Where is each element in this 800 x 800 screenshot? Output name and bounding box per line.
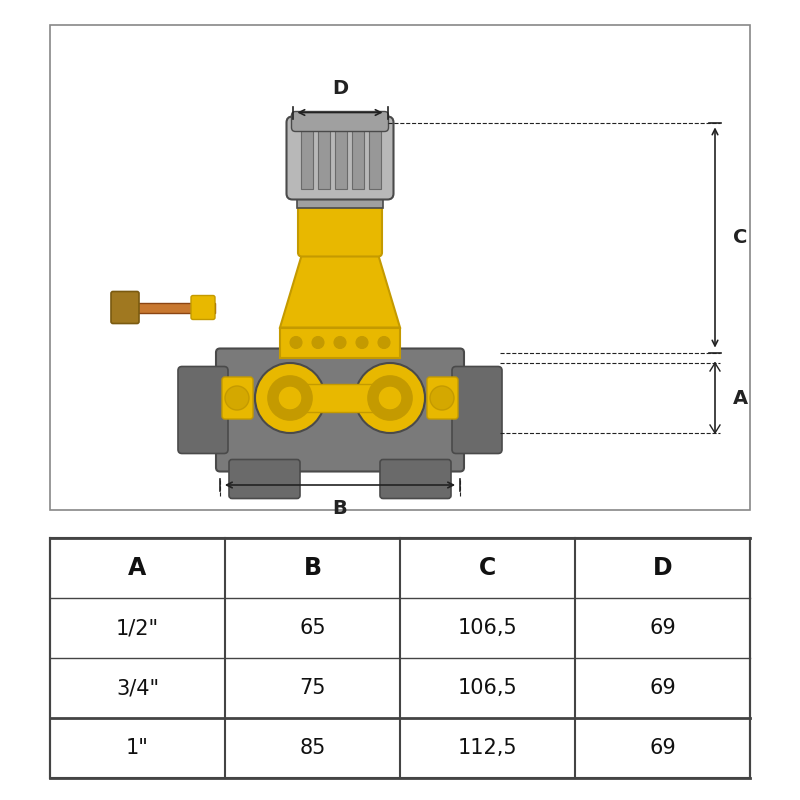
- FancyBboxPatch shape: [427, 377, 458, 419]
- FancyBboxPatch shape: [291, 111, 389, 131]
- Bar: [50, 25, 750, 510]
- Circle shape: [268, 376, 312, 420]
- Text: A: A: [733, 389, 748, 407]
- FancyBboxPatch shape: [111, 291, 139, 323]
- Text: 69: 69: [649, 738, 676, 758]
- Circle shape: [378, 337, 390, 349]
- Text: C: C: [479, 556, 496, 580]
- Circle shape: [290, 337, 302, 349]
- Circle shape: [255, 363, 325, 433]
- FancyBboxPatch shape: [216, 349, 464, 471]
- Text: D: D: [653, 556, 672, 580]
- Circle shape: [312, 337, 324, 349]
- Bar: [369, 127, 381, 189]
- Bar: [287, 384, 393, 412]
- Bar: [135, 302, 215, 313]
- Circle shape: [368, 376, 412, 420]
- Text: 85: 85: [299, 738, 326, 758]
- Circle shape: [334, 337, 346, 349]
- Circle shape: [430, 386, 454, 410]
- FancyBboxPatch shape: [222, 377, 253, 419]
- FancyBboxPatch shape: [191, 295, 215, 319]
- Bar: [301, 127, 313, 189]
- Circle shape: [355, 363, 425, 433]
- FancyBboxPatch shape: [452, 366, 502, 454]
- FancyBboxPatch shape: [178, 366, 228, 454]
- Bar: [334, 127, 346, 189]
- Text: 65: 65: [299, 618, 326, 638]
- Circle shape: [225, 386, 249, 410]
- Text: D: D: [332, 79, 348, 98]
- Text: 69: 69: [649, 678, 676, 698]
- Text: C: C: [733, 228, 747, 247]
- Text: B: B: [333, 499, 347, 518]
- Text: 3/4": 3/4": [116, 678, 159, 698]
- Circle shape: [378, 386, 402, 410]
- Polygon shape: [280, 253, 400, 327]
- Text: B: B: [303, 556, 322, 580]
- Bar: [318, 127, 330, 189]
- Circle shape: [356, 337, 368, 349]
- FancyBboxPatch shape: [298, 203, 382, 257]
- Text: 106,5: 106,5: [458, 618, 518, 638]
- Circle shape: [278, 386, 302, 410]
- Text: A: A: [128, 556, 146, 580]
- Bar: [297, 194, 383, 207]
- Text: 1": 1": [126, 738, 149, 758]
- FancyBboxPatch shape: [286, 117, 394, 199]
- Bar: [50, 538, 750, 778]
- FancyBboxPatch shape: [229, 459, 300, 498]
- Text: 112,5: 112,5: [458, 738, 518, 758]
- Bar: [280, 327, 400, 358]
- Text: 75: 75: [299, 678, 326, 698]
- FancyBboxPatch shape: [380, 459, 451, 498]
- Text: 69: 69: [649, 618, 676, 638]
- Bar: [351, 127, 363, 189]
- Text: 106,5: 106,5: [458, 678, 518, 698]
- Text: 1/2": 1/2": [116, 618, 159, 638]
